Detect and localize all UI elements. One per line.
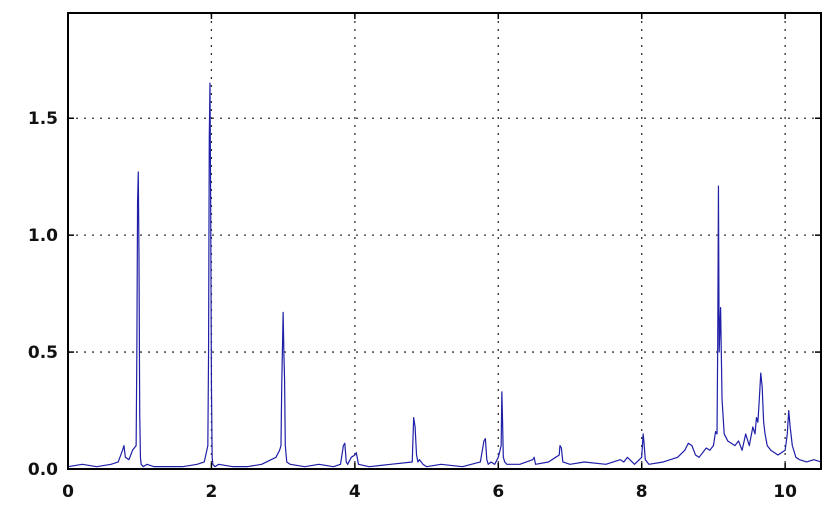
x-tick-label: 0 xyxy=(62,482,74,502)
y-tick-label: 0.0 xyxy=(28,460,58,480)
y-tick-label: 1.0 xyxy=(28,226,58,246)
x-tick-labels: 0 2 4 6 8 10 xyxy=(62,482,797,502)
x-tick-label: 2 xyxy=(206,482,218,502)
y-tick-label: 1.5 xyxy=(28,109,58,129)
plot-frame xyxy=(67,12,822,470)
x-tick-label: 8 xyxy=(636,482,648,502)
x-tick-label: 10 xyxy=(773,482,797,502)
grid-lines xyxy=(68,13,821,469)
series-group xyxy=(67,82,822,468)
x-tick-label: 6 xyxy=(492,482,504,502)
series-line-0 xyxy=(67,82,822,468)
y-tick-label: 0.5 xyxy=(28,343,58,363)
y-tick-labels: 0.0 0.5 1.0 1.5 xyxy=(28,109,58,480)
x-tick-label: 4 xyxy=(349,482,361,502)
tick-marks xyxy=(67,13,821,470)
